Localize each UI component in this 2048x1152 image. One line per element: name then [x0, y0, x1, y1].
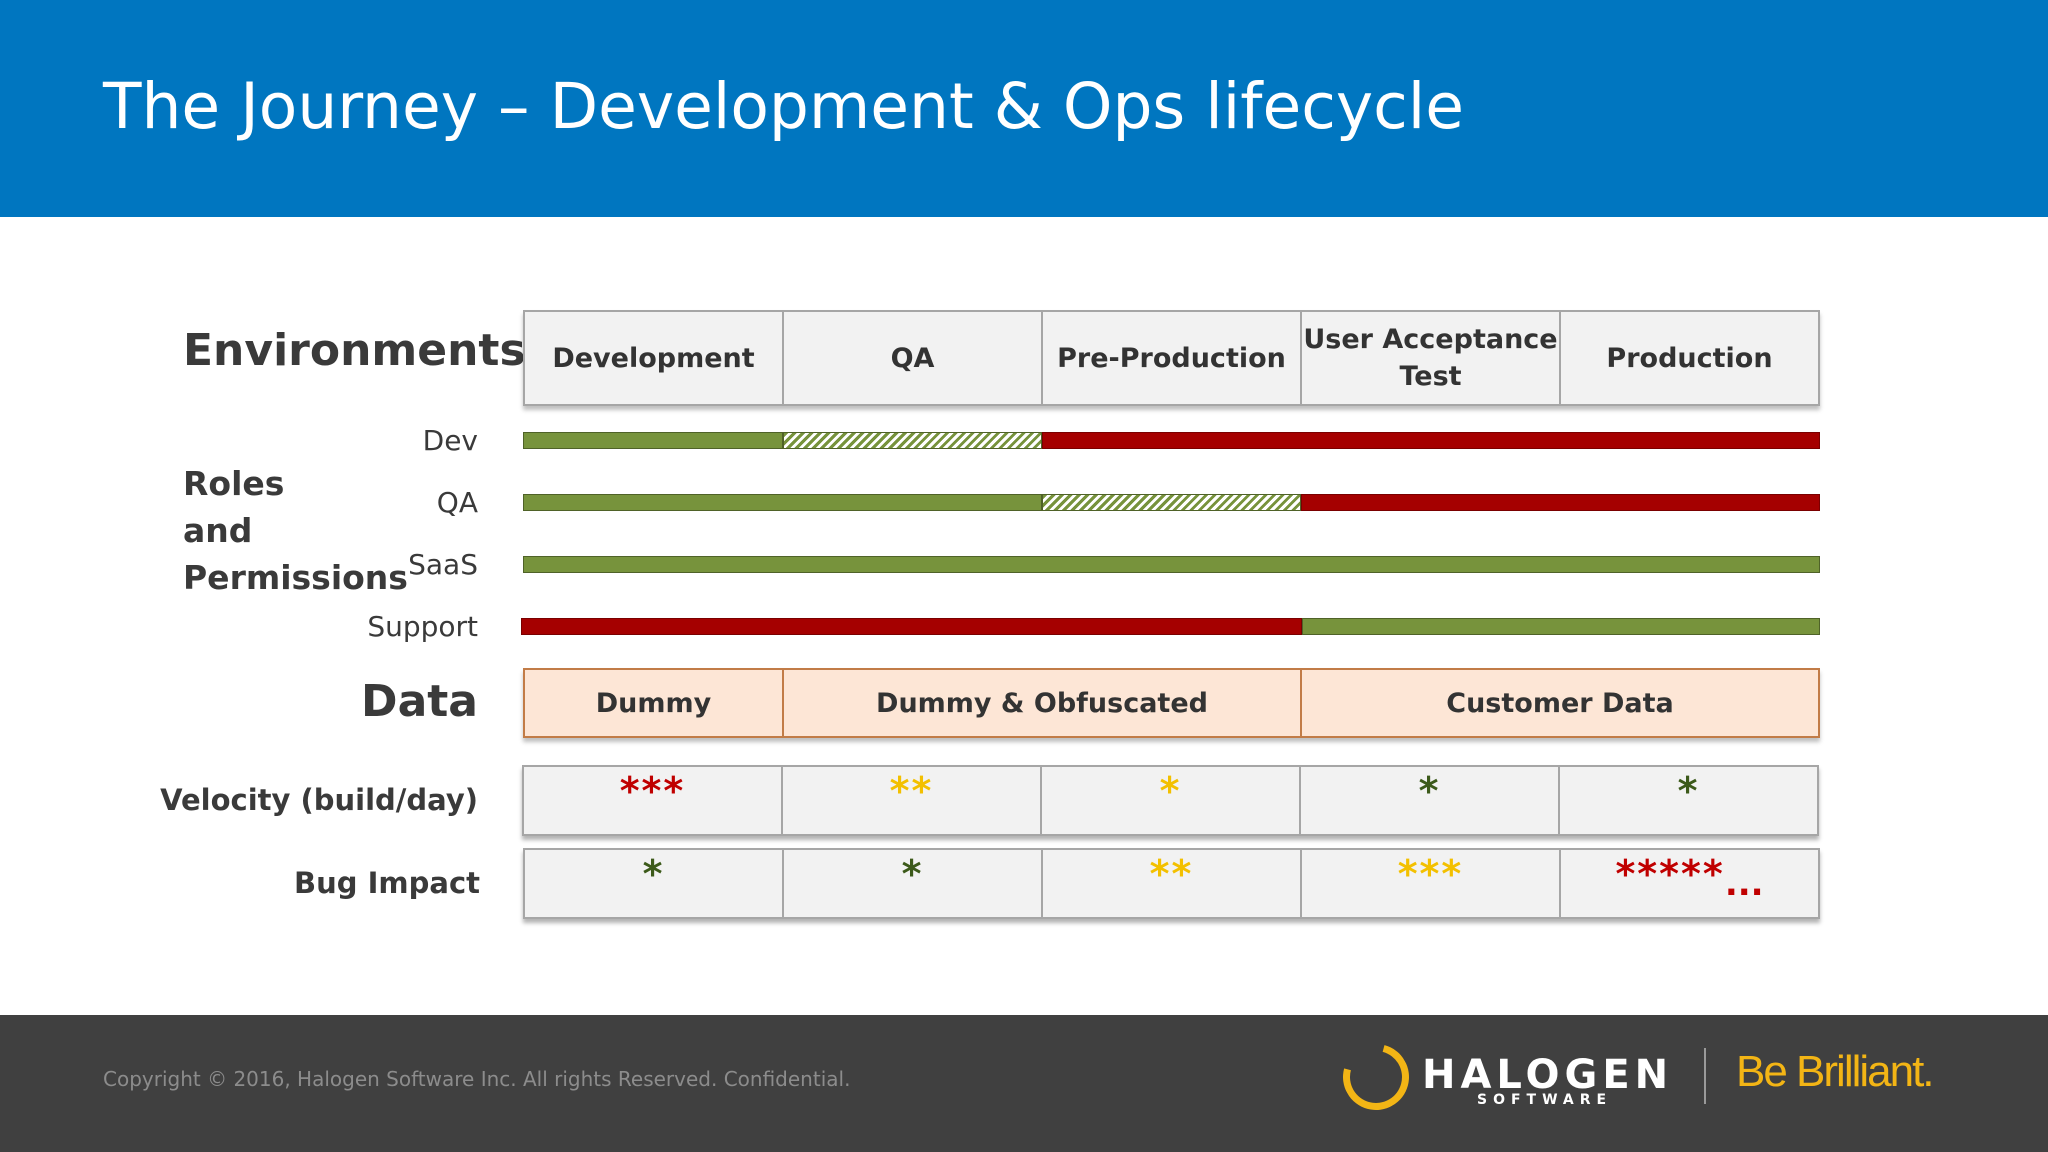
- bug-impact-label: Bug Impact: [294, 866, 480, 900]
- data-label: Data: [361, 676, 478, 727]
- role-bar-qa: [523, 494, 1820, 511]
- support-denied-segment: [521, 618, 1302, 635]
- data-customer-data: Customer Data: [1300, 668, 1820, 738]
- role-label-qa: QA: [436, 486, 478, 519]
- env-user-acceptance-test: User Acceptance Test: [1300, 310, 1561, 406]
- velocity-label: Velocity (build/day): [160, 783, 478, 817]
- dev-allowed-segment: [523, 432, 783, 449]
- roles-permissions-label: Roles and Permissions: [183, 460, 408, 601]
- logo-wordmark: HALOGEN: [1422, 1052, 1674, 1098]
- role-label-support: Support: [367, 610, 478, 643]
- bug-impact-production-ellipsis: ...: [1724, 864, 1764, 904]
- env-qa: QA: [782, 310, 1043, 406]
- copyright-text: Copyright © 2016, Halogen Software Inc. …: [103, 1067, 851, 1091]
- env-development: Development: [523, 310, 784, 406]
- bug-impact-development: *: [523, 848, 784, 919]
- bug-impact-row: * * ** *** *****...: [523, 848, 1820, 919]
- slide-footer: [0, 1015, 2048, 1152]
- velocity-production: *: [1558, 765, 1819, 836]
- data-row: Dummy Dummy & Obfuscated Customer Data: [523, 668, 1820, 738]
- env-production: Production: [1559, 310, 1820, 406]
- roles-label-line-3: Permissions: [183, 558, 408, 597]
- roles-label-line-2: and: [183, 511, 253, 550]
- env-pre-production: Pre-Production: [1041, 310, 1302, 406]
- velocity-qa: **: [781, 765, 1042, 836]
- velocity-user-acceptance-test: *: [1299, 765, 1560, 836]
- dev-denied-segment: [1042, 432, 1820, 449]
- data-dummy-obfuscated: Dummy & Obfuscated: [782, 668, 1302, 738]
- roles-label-line-1: Roles: [183, 464, 285, 503]
- data-dummy: Dummy: [523, 668, 784, 738]
- support-allowed-segment: [1302, 618, 1820, 635]
- brand-tagline: Be Brilliant.: [1736, 1047, 1935, 1096]
- velocity-development: ***: [522, 765, 783, 836]
- environments-label: Environments: [183, 325, 526, 376]
- environments-row: Development QA Pre-Production User Accep…: [523, 310, 1820, 406]
- role-bar-support: [521, 618, 1820, 635]
- bug-impact-qa: *: [782, 848, 1043, 919]
- bug-impact-user-acceptance-test: ***: [1300, 848, 1561, 919]
- bug-impact-pre-production: **: [1041, 848, 1302, 919]
- velocity-row: *** ** * * *: [522, 765, 1819, 836]
- saas-allowed-segment: [523, 556, 1820, 573]
- qa-partial-segment: [1042, 494, 1301, 511]
- qa-denied-segment: [1301, 494, 1820, 511]
- bug-impact-production-stars: *****: [1615, 852, 1725, 896]
- role-bar-dev: [523, 432, 1820, 449]
- bug-impact-production: *****...: [1559, 848, 1820, 919]
- role-bar-saas: [523, 556, 1820, 573]
- logo-divider: [1704, 1048, 1706, 1104]
- qa-allowed-segment: [523, 494, 1042, 511]
- role-label-dev: Dev: [422, 424, 478, 457]
- role-label-saas: SaaS: [408, 548, 478, 581]
- logo-subtitle: SOFTWARE: [1477, 1092, 1613, 1108]
- slide-title: The Journey – Development & Ops lifecycl…: [103, 70, 1465, 143]
- slide-header: The Journey – Development & Ops lifecycl…: [0, 0, 2048, 217]
- dev-partial-segment: [783, 432, 1042, 449]
- velocity-pre-production: *: [1040, 765, 1301, 836]
